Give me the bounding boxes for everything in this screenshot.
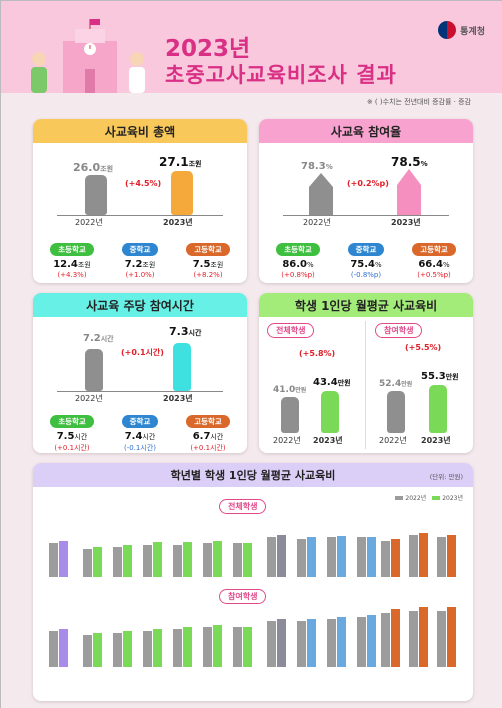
legend-2023: 2023년 <box>432 493 463 502</box>
monthly-all-prev-year: 2022년 <box>273 436 301 445</box>
grade-part-label: 참여학생 <box>219 589 267 604</box>
hours-high: 고등학교 6.7시간 (+0.1시간) <box>173 409 243 453</box>
card-grade-header: 학년별 학생 1인당 월평균 사교육비 (단위: 만원) <box>33 463 473 487</box>
divider <box>365 321 366 449</box>
monthly-part-curr-year: 2023년 <box>421 436 451 445</box>
grade-part-bars <box>49 607 456 667</box>
header-banner: 2023년 초중고사교육비조사 결과 통계청 <box>1 1 502 93</box>
monthly-part-label: 참여학생 <box>375 323 423 338</box>
baseline <box>57 391 223 392</box>
card-grade: 학년별 학생 1인당 월평균 사교육비 (단위: 만원) 2022년 2023년 전… <box>33 463 473 701</box>
total-high: 고등학교 7.5조원 (+8.2%) <box>173 237 243 279</box>
monthly-part-prev-bar <box>387 391 405 433</box>
hours-prev-value: 7.2시간 <box>83 333 114 344</box>
card-rate-title: 사교육 참여율 <box>259 119 473 143</box>
rate-prev-value: 78.3% <box>301 161 333 172</box>
card-monthly: 학생 1인당 월평균 사교육비 전체학생 (+5.8%) 41.0만원 43.4… <box>259 293 473 453</box>
monthly-all-prev-value: 41.0만원 <box>273 385 307 395</box>
card-grade-title: 학년별 학생 1인당 월평균 사교육비 <box>170 469 336 482</box>
grade-all-label: 전체학생 <box>219 499 267 514</box>
hours-change: (+0.1시간) <box>121 348 164 357</box>
grade-unit: (단위: 만원) <box>429 473 463 481</box>
monthly-all-curr-bar <box>321 391 339 433</box>
card-total-title: 사교육비 총액 <box>33 119 247 143</box>
hours-curr-bar <box>173 343 191 391</box>
rate-prev-pencil <box>309 173 333 215</box>
total-curr-year: 2023년 <box>163 218 193 227</box>
monthly-all-label: 전체학생 <box>267 323 315 338</box>
legend-2022: 2022년 <box>395 493 426 502</box>
rate-change: (+0.2%p) <box>347 179 389 188</box>
total-elem: 초등학교 12.4조원 (+4.3%) <box>37 237 107 279</box>
monthly-all-prev-bar <box>281 397 299 433</box>
rate-elem: 초등학교 86.0% (+0.8%p) <box>263 237 333 279</box>
card-monthly-title: 학생 1인당 월평균 사교육비 <box>259 293 473 317</box>
total-prev-value: 26.0조원 <box>73 161 114 174</box>
school-illustration <box>31 19 145 93</box>
header-year-title: 2023년 <box>165 36 251 62</box>
monthly-all-change: (+5.8%) <box>299 349 336 358</box>
rate-high: 고등학교 66.4% (+0.5%p) <box>399 237 469 279</box>
hours-prev-year: 2022년 <box>75 394 103 403</box>
hours-curr-value: 7.3시간 <box>169 325 202 338</box>
header-title: 초중고사교육비조사 결과 <box>165 63 397 87</box>
total-mid: 중학교 7.2조원 (+1.0%) <box>105 237 175 279</box>
baseline <box>57 215 223 216</box>
card-hours-title: 사교육 주당 참여시간 <box>33 293 247 317</box>
hours-prev-bar <box>85 349 103 391</box>
taegeuk-icon <box>438 21 457 39</box>
monthly-part-prev-year: 2022년 <box>379 436 407 445</box>
monthly-part-curr-value: 55.3만원 <box>421 371 459 382</box>
note-text: ※ ( )수치는 전년대비 증감률 · 증감 <box>366 98 471 106</box>
rate-curr-pencil <box>397 169 421 215</box>
total-curr-value: 27.1조원 <box>159 155 202 169</box>
card-rate: 사교육 참여율 78.3% (+0.2%p) 78.5% 2022년 2023년… <box>259 119 473 283</box>
rate-mid: 중학교 75.4% (-0.8%p) <box>331 237 401 279</box>
total-prev-year: 2022년 <box>75 218 103 227</box>
card-hours: 사교육 주당 참여시간 7.2시간 (+0.1시간) 7.3시간 2022년 2… <box>33 293 247 453</box>
monthly-part-change: (+5.5%) <box>405 343 442 352</box>
agency-name: 통계청 <box>460 26 485 37</box>
hours-mid: 중학교 7.4시간 (-0.1시간) <box>105 409 175 453</box>
rate-prev-year: 2022년 <box>303 218 331 227</box>
rate-curr-value: 78.5% <box>391 155 428 169</box>
agency-logo: 통계청 <box>438 21 485 39</box>
grade-all-bars <box>49 533 456 577</box>
baseline <box>283 215 449 216</box>
monthly-all-curr-value: 43.4만원 <box>313 377 351 388</box>
hours-curr-year: 2023년 <box>163 394 193 403</box>
total-prev-bar <box>85 175 107 215</box>
hours-elem: 초등학교 7.5시간 (+0.1시간) <box>37 409 107 453</box>
rate-curr-year: 2023년 <box>391 218 421 227</box>
grade-legend: 2022년 2023년 <box>395 493 463 502</box>
monthly-part-curr-bar <box>429 385 447 433</box>
monthly-part-prev-value: 52.4만원 <box>379 379 413 389</box>
monthly-all-curr-year: 2023년 <box>313 436 343 445</box>
card-total: 사교육비 총액 26.0조원 (+4.5%) 27.1조원 2022년 2023… <box>33 119 247 283</box>
total-curr-bar <box>171 171 193 215</box>
total-change: (+4.5%) <box>125 179 162 188</box>
